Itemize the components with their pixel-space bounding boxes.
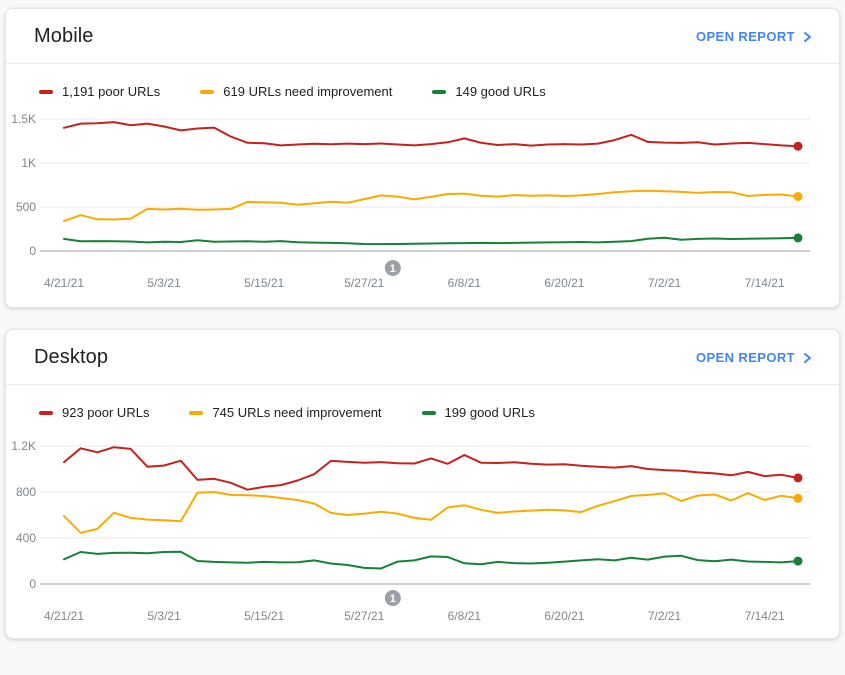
- legend-item[interactable]: 199 good URLs: [421, 405, 535, 420]
- chevron-right-icon: [804, 32, 811, 42]
- x-axis-tick-label: 5/3/21: [147, 609, 181, 623]
- x-axis-tick-label: 5/15/21: [244, 609, 284, 623]
- legend-mobile: 1,191 poor URLs 619 URLs need improvement…: [6, 64, 839, 101]
- annotation-marker-label: 1: [390, 593, 396, 605]
- legend-desktop: 923 poor URLs 745 URLs need improvement 19…: [6, 385, 839, 422]
- legend-label: 923 poor URLs: [62, 405, 150, 420]
- legend-dash-icon: [200, 89, 215, 94]
- x-axis-tick-label: 4/21/21: [44, 276, 84, 290]
- open-report-label: OPEN REPORT: [695, 29, 795, 44]
- legend-dash-icon: [421, 410, 436, 415]
- y-axis-tick-label: 1.2K: [11, 439, 36, 453]
- series-line-urls-need-improvement: [63, 491, 799, 534]
- series-line-poor-urls: [63, 121, 799, 148]
- x-axis-tick-label: 7/14/21: [745, 609, 785, 623]
- card-desktop: Desktop OPEN REPORT 923 poor URLs 745 URL…: [5, 329, 840, 639]
- legend-label: 1,191 poor URLs: [62, 84, 161, 99]
- legend-item[interactable]: 1,191 poor URLs: [39, 84, 160, 99]
- open-report-link-desktop[interactable]: OPEN REPORT: [696, 350, 813, 365]
- legend-label: 199 good URLs: [444, 405, 535, 420]
- y-axis-tick-label: 800: [16, 485, 36, 499]
- series-end-dot: [793, 233, 803, 243]
- line-chart-mobile[interactable]: 1.5K 1K 500 0 4/21/21 5/3/21 5/15/21 5/27/21 6/8…: [6, 101, 840, 301]
- series-line-good-urls: [63, 550, 799, 570]
- chart-wrap: 1.2K 800 400 0 4/21/21 5/3/21 5/15/21 5/27/21 6/…: [6, 422, 839, 638]
- x-axis-tick-label: 7/2/21: [648, 609, 682, 623]
- y-axis-tick-label: 1.5K: [11, 112, 36, 126]
- annotation-marker[interactable]: [384, 590, 401, 606]
- y-axis-tick-label: 500: [16, 200, 36, 214]
- annotation-marker[interactable]: [384, 260, 401, 276]
- legend-dash-icon: [432, 89, 447, 94]
- series-end-dot: [793, 493, 803, 503]
- x-axis-tick-label: 5/27/21: [344, 609, 384, 623]
- card-title-desktop: Desktop: [34, 346, 109, 368]
- legend-label: 745 URLs need improvement: [212, 405, 382, 420]
- legend-label: 149 good URLs: [455, 84, 546, 99]
- y-axis-tick-label: 1K: [21, 156, 36, 170]
- x-axis-tick-label: 5/15/21: [244, 276, 284, 290]
- annotation-marker-label: 1: [390, 263, 396, 275]
- chart-wrap: 1.5K 1K 500 0 4/21/21 5/3/21 5/15/21 5/27/21 6/8…: [6, 101, 839, 307]
- y-axis-tick-label: 0: [29, 244, 36, 258]
- series-line-good-urls: [63, 236, 799, 246]
- legend-label: 619 URLs need improvement: [223, 84, 393, 99]
- card-title-mobile: Mobile: [34, 25, 94, 47]
- x-axis-tick-label: 4/21/21: [44, 609, 84, 623]
- series-end-dot: [793, 473, 803, 483]
- series-line-urls-need-improvement: [63, 189, 799, 223]
- line-chart-desktop[interactable]: 1.2K 800 400 0 4/21/21 5/3/21 5/15/21 5/27/21 6/…: [6, 422, 840, 632]
- page-container: Mobile OPEN REPORT 1,191 poor URLs 619 UR…: [5, 8, 840, 639]
- legend-dash-icon: [189, 410, 204, 415]
- card-header: Mobile OPEN REPORT: [6, 9, 839, 64]
- x-axis-tick-label: 7/14/21: [745, 276, 785, 290]
- series-end-dot: [793, 141, 803, 151]
- legend-item[interactable]: 923 poor URLs: [39, 405, 149, 420]
- series-end-dot: [793, 192, 803, 201]
- legend-item[interactable]: 619 URLs need improvement: [200, 84, 392, 99]
- x-axis-tick-label: 5/27/21: [344, 276, 384, 290]
- x-axis-tick-label: 6/20/21: [544, 276, 584, 290]
- y-axis-tick-label: 400: [16, 531, 36, 545]
- y-axis-tick-label: 0: [29, 577, 36, 591]
- card-mobile: Mobile OPEN REPORT 1,191 poor URLs 619 UR…: [5, 8, 840, 308]
- x-axis-tick-label: 6/8/21: [448, 276, 482, 290]
- x-axis-tick-label: 5/3/21: [147, 276, 181, 290]
- open-report-link-mobile[interactable]: OPEN REPORT: [696, 29, 813, 44]
- series-end-dot: [793, 556, 803, 566]
- x-axis-tick-label: 7/2/21: [648, 276, 682, 290]
- open-report-label: OPEN REPORT: [695, 350, 795, 365]
- series-line-poor-urls: [63, 446, 799, 491]
- chevron-right-icon: [804, 353, 811, 363]
- x-axis-tick-label: 6/8/21: [448, 609, 482, 623]
- card-header: Desktop OPEN REPORT: [6, 330, 839, 385]
- legend-item[interactable]: 149 good URLs: [432, 84, 546, 99]
- x-axis-tick-label: 6/20/21: [544, 609, 584, 623]
- legend-item[interactable]: 745 URLs need improvement: [189, 405, 382, 420]
- legend-dash-icon: [39, 89, 53, 94]
- legend-dash-icon: [39, 410, 53, 415]
